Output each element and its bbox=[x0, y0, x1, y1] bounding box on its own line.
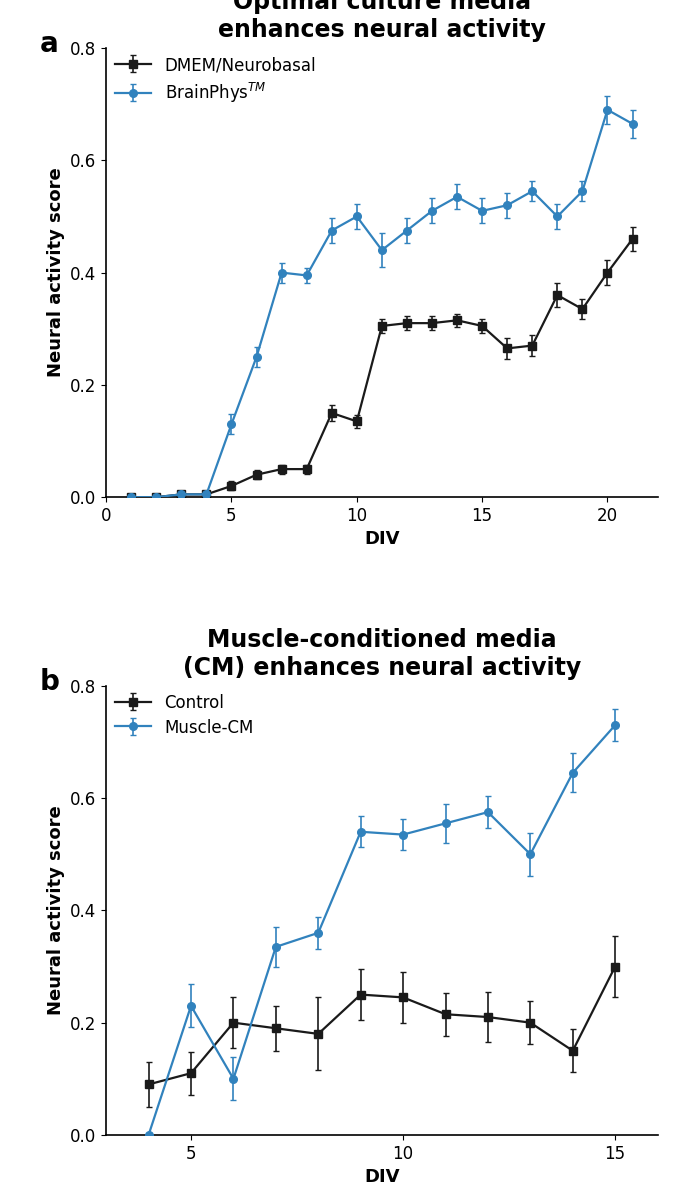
Legend: DMEM/Neurobasal, BrainPhys$^{TM}$: DMEM/Neurobasal, BrainPhys$^{TM}$ bbox=[114, 56, 316, 106]
Title: Optimal culture media
enhances neural activity: Optimal culture media enhances neural ac… bbox=[218, 0, 546, 42]
X-axis label: DIV: DIV bbox=[364, 531, 399, 549]
Legend: Control, Muscle-CM: Control, Muscle-CM bbox=[114, 694, 254, 736]
Y-axis label: Neural activity score: Neural activity score bbox=[47, 806, 64, 1015]
Title: Muscle-conditioned media
(CM) enhances neural activity: Muscle-conditioned media (CM) enhances n… bbox=[183, 628, 581, 680]
Y-axis label: Neural activity score: Neural activity score bbox=[47, 168, 64, 377]
Text: b: b bbox=[40, 668, 60, 695]
X-axis label: DIV: DIV bbox=[364, 1169, 399, 1187]
Text: a: a bbox=[40, 30, 59, 58]
